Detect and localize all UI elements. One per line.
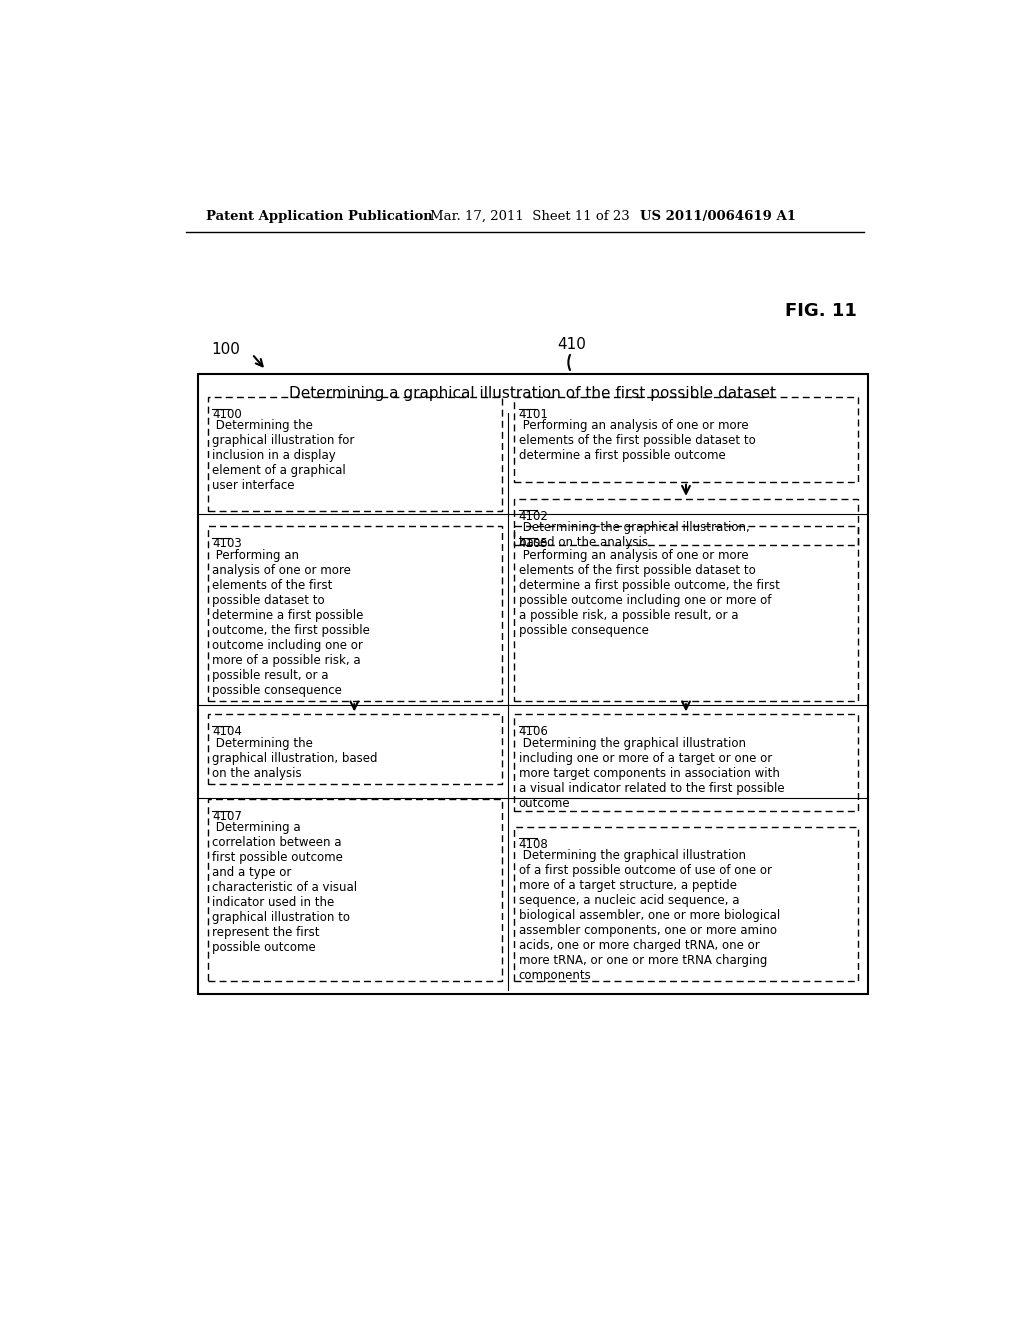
Text: Determining a graphical illustration of the first possible dataset: Determining a graphical illustration of …	[290, 385, 776, 401]
Bar	[208, 799, 502, 981]
Text: Determining the
graphical illustration, based
on the analysis: Determining the graphical illustration, …	[212, 737, 378, 780]
Text: Patent Application Publication: Patent Application Publication	[206, 210, 432, 223]
Bar	[208, 397, 502, 511]
Text: Determining the graphical illustration
including one or more of a target or one : Determining the graphical illustration i…	[518, 737, 784, 809]
Bar	[514, 499, 858, 545]
Text: 4108: 4108	[518, 838, 548, 850]
Text: FIG. 11: FIG. 11	[784, 302, 856, 319]
Bar	[208, 714, 502, 784]
Text: Performing an
analysis of one or more
elements of the first
possible dataset to
: Performing an analysis of one or more el…	[212, 549, 371, 697]
Text: 4100: 4100	[212, 408, 243, 421]
Text: Determining a
correlation between a
first possible outcome
and a type or
charact: Determining a correlation between a firs…	[212, 821, 357, 954]
Text: 410: 410	[557, 337, 586, 352]
Text: 4104: 4104	[212, 725, 243, 738]
Text: 4101: 4101	[518, 408, 549, 421]
Text: 4106: 4106	[518, 725, 549, 738]
Text: US 2011/0064619 A1: US 2011/0064619 A1	[640, 210, 796, 223]
Text: 4105: 4105	[518, 537, 548, 550]
Bar	[514, 397, 858, 482]
Text: 4102: 4102	[518, 510, 549, 523]
Bar	[198, 374, 868, 994]
Bar	[514, 826, 858, 981]
Bar	[208, 527, 502, 701]
Text: Performing an analysis of one or more
elements of the first possible dataset to
: Performing an analysis of one or more el…	[518, 420, 756, 462]
Text: Determining the graphical illustration
of a first possible outcome of use of one: Determining the graphical illustration o…	[518, 849, 780, 982]
Text: Mar. 17, 2011  Sheet 11 of 23: Mar. 17, 2011 Sheet 11 of 23	[430, 210, 630, 223]
Text: 4103: 4103	[212, 537, 243, 550]
Bar	[514, 527, 858, 701]
Text: Determining the
graphical illustration for
inclusion in a display
element of a g: Determining the graphical illustration f…	[212, 420, 355, 492]
Text: Determining the graphical illustration,
based on the analysis: Determining the graphical illustration, …	[518, 521, 750, 549]
Text: Performing an analysis of one or more
elements of the first possible dataset to
: Performing an analysis of one or more el…	[518, 549, 779, 636]
Text: 100: 100	[212, 342, 241, 356]
Text: 4107: 4107	[212, 810, 243, 822]
Bar	[514, 714, 858, 812]
